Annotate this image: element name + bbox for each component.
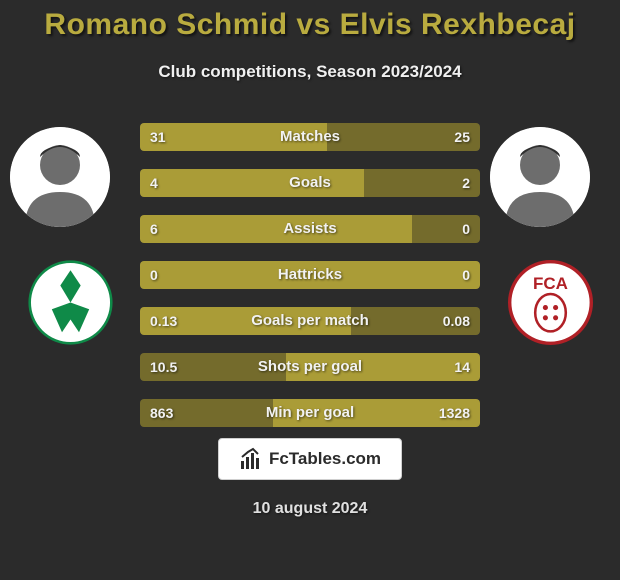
stat-row: 0.130.08Goals per match xyxy=(140,307,480,335)
fctables-logo-container: FcTables.com xyxy=(0,438,620,480)
page-subtitle: Club competitions, Season 2023/2024 xyxy=(0,62,620,82)
chart-icon xyxy=(239,447,263,471)
fctables-logo: FcTables.com xyxy=(218,438,402,480)
stat-row: 10.514Shots per goal xyxy=(140,353,480,381)
avatar-silhouette-icon xyxy=(490,127,590,227)
stat-row: 00Hattricks xyxy=(140,261,480,289)
stat-row: 8631328Min per goal xyxy=(140,399,480,427)
avatar-silhouette-icon xyxy=(10,127,110,227)
stat-row: 3125Matches xyxy=(140,123,480,151)
stat-row: 42Goals xyxy=(140,169,480,197)
fc-augsburg-icon: FCA xyxy=(508,260,593,345)
club-right-badge: FCA xyxy=(508,260,593,345)
player-left-avatar xyxy=(10,127,110,227)
stat-label: Min per goal xyxy=(140,399,480,427)
stats-container: 3125Matches 42Goals 60Assists 00Hattricks 0.… xyxy=(140,123,480,427)
svg-text:FCA: FCA xyxy=(533,274,568,293)
stat-row: 60Assists xyxy=(140,215,480,243)
page-title: Romano Schmid vs Elvis Rexhbecaj xyxy=(0,8,620,42)
stat-label: Goals per match xyxy=(140,307,480,335)
stat-label: Hattricks xyxy=(140,261,480,289)
card-date: 10 august 2024 xyxy=(0,500,620,518)
stat-label: Goals xyxy=(140,169,480,197)
fctables-label: FcTables.com xyxy=(269,449,381,469)
comparison-card: Romano Schmid vs Elvis Rexhbecaj Club co… xyxy=(0,0,620,580)
player-right-avatar xyxy=(490,127,590,227)
stat-label: Matches xyxy=(140,123,480,151)
club-left-badge xyxy=(28,260,113,345)
werder-bremen-icon xyxy=(28,260,113,345)
stat-label: Shots per goal xyxy=(140,353,480,381)
stat-label: Assists xyxy=(140,215,480,243)
